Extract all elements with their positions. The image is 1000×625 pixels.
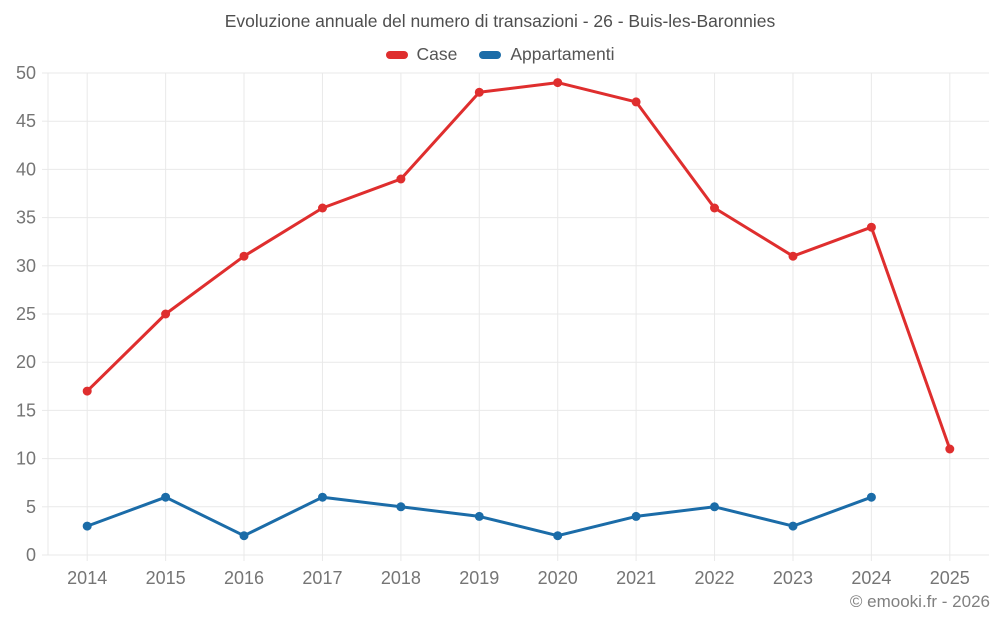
- x-axis-label: 2018: [381, 568, 421, 588]
- point-appartamenti-2019[interactable]: [474, 511, 484, 521]
- chart-legend: Case Appartamenti: [0, 44, 1000, 65]
- legend-label-appartamenti: Appartamenti: [510, 44, 615, 64]
- point-appartamenti-2021[interactable]: [631, 511, 641, 521]
- y-axis-label: 45: [16, 111, 36, 131]
- point-appartamenti-2020[interactable]: [553, 531, 563, 541]
- line-series-case: [85, 81, 952, 451]
- point-case-2019[interactable]: [474, 87, 484, 97]
- y-axis-label: 50: [16, 63, 36, 83]
- point-appartamenti-2018[interactable]: [396, 502, 406, 512]
- point-case-2016[interactable]: [239, 251, 249, 261]
- y-axis-label: 40: [16, 159, 36, 179]
- point-appartamenti-2015[interactable]: [161, 492, 171, 502]
- y-axis-label: 35: [16, 208, 36, 228]
- y-axis-label: 15: [16, 400, 36, 420]
- copyright-note: © emooki.fr - 2026: [849, 592, 990, 611]
- point-case-2023[interactable]: [788, 251, 798, 261]
- x-axis-label: 2019: [459, 568, 499, 588]
- x-axis-label: 2014: [67, 568, 107, 588]
- x-axis-label: 2023: [773, 568, 813, 588]
- y-axis-label: 30: [16, 256, 36, 276]
- x-axis-label: 2025: [930, 568, 970, 588]
- x-axis-label: 2015: [146, 568, 186, 588]
- legend-item-appartamenti[interactable]: Appartamenti: [479, 44, 614, 65]
- point-case-2014[interactable]: [82, 386, 92, 396]
- point-case-2022[interactable]: [710, 203, 719, 213]
- point-appartamenti-2016[interactable]: [239, 531, 249, 541]
- y-axis-label: 0: [26, 545, 36, 565]
- point-case-2020[interactable]: [553, 78, 563, 88]
- x-axis-label: 2022: [695, 568, 735, 588]
- y-axis-label: 5: [26, 497, 36, 517]
- point-case-2018[interactable]: [396, 174, 406, 184]
- point-case-2015[interactable]: [161, 309, 171, 319]
- x-axis-label: 2024: [851, 568, 891, 588]
- y-axis-label: 10: [16, 449, 36, 469]
- point-case-2025[interactable]: [945, 444, 955, 454]
- x-axis-label: 2016: [224, 568, 264, 588]
- point-case-2024[interactable]: [866, 222, 876, 232]
- legend-item-case[interactable]: Case: [385, 44, 458, 65]
- point-appartamenti-2023[interactable]: [788, 521, 798, 531]
- point-appartamenti-2024[interactable]: [866, 492, 876, 502]
- point-case-2021[interactable]: [631, 97, 641, 107]
- chart-title: Evoluzione annuale del numero di transaz…: [224, 11, 776, 31]
- legend-swatch: [479, 50, 502, 59]
- legend-label-case: Case: [416, 44, 458, 64]
- point-case-2017[interactable]: [318, 203, 327, 213]
- point-appartamenti-2022[interactable]: [710, 502, 719, 512]
- y-axis-label: 25: [16, 304, 36, 324]
- x-axis-label: 2021: [616, 568, 656, 588]
- legend-swatch: [385, 50, 408, 59]
- x-axis-label: 2020: [538, 568, 578, 588]
- y-axis-label: 20: [16, 352, 36, 372]
- point-appartamenti-2014[interactable]: [82, 521, 92, 531]
- x-axis-label: 2017: [302, 568, 342, 588]
- point-appartamenti-2017[interactable]: [318, 492, 327, 502]
